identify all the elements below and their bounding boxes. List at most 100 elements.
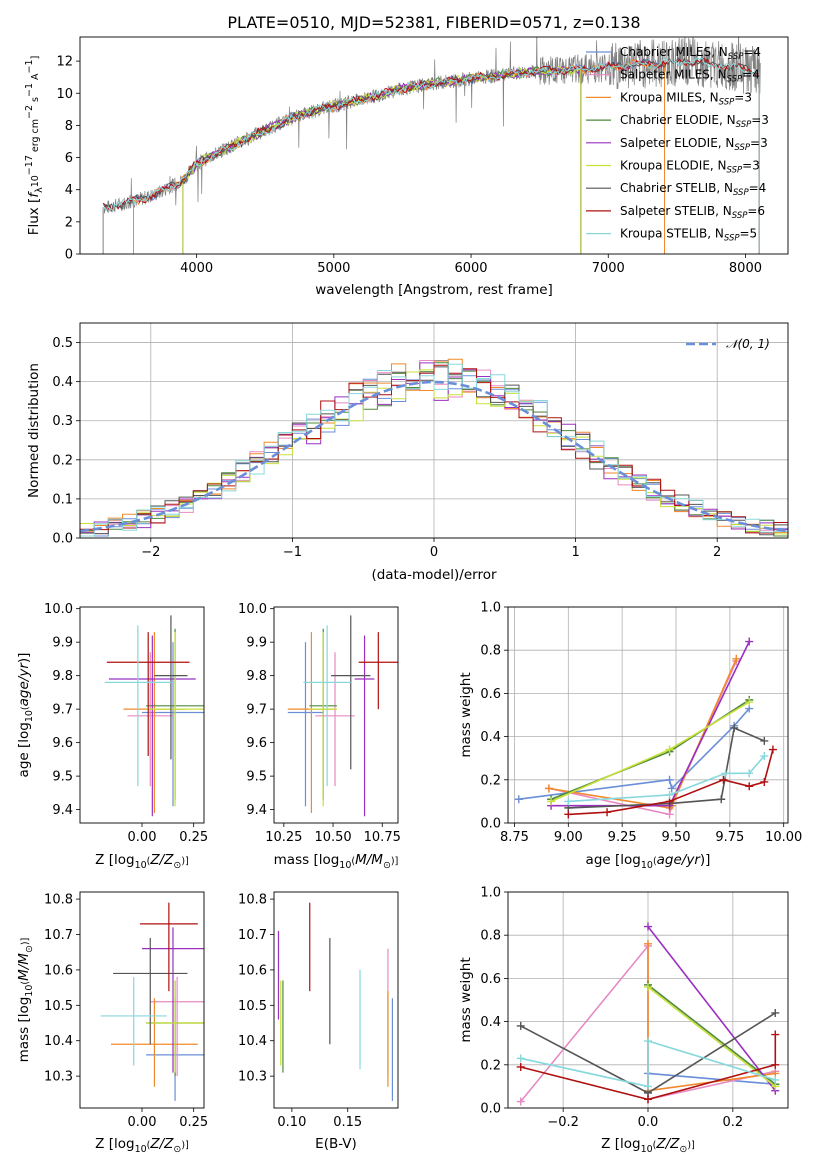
legend-label: Salpeter ELODIE, NSSP=3 (620, 136, 768, 153)
xlabel-part: Z/Z (655, 1136, 680, 1152)
mass-weight-marker (644, 983, 652, 992)
y-tick-label: 10.6 (44, 963, 73, 978)
mass-weight-marker (644, 1037, 652, 1046)
mass-weight-line (647, 986, 776, 1088)
x-tick-label: 0.10 (277, 1115, 306, 1130)
mass-weight-marker (732, 654, 741, 663)
y-tick-label: 2 (65, 215, 73, 230)
legend-sub: SSP (734, 143, 750, 153)
ylabel-part: Flux [ (26, 198, 42, 236)
legend-label: Kroupa ELODIE, NSSP=3 (620, 159, 760, 176)
ylabel-part: 10 (24, 710, 35, 722)
ylabel-part: −17 (24, 155, 35, 175)
legend-label: Chabrier ELODIE, NSSP=3 (620, 113, 769, 130)
xlabel-part: )] (181, 856, 188, 867)
y-tick-label: 4 (65, 183, 73, 198)
y-axis-label: age [log10(age/yr)] (16, 653, 35, 778)
mass-weight-marker (644, 1082, 652, 1091)
xlabel-part: ⊙ (679, 1144, 687, 1155)
xlabel-part: 10 (641, 860, 653, 871)
legend-sub: SSP (728, 52, 744, 62)
mass-weight-line (647, 984, 776, 1085)
y-tick-label: 10.4 (44, 1034, 73, 1049)
axes-age-vs-Z: 0.00 0.259.49.59.69.79.89.910.0Z [log10(Z… (16, 602, 208, 871)
xlabel-part: ( (653, 1140, 657, 1151)
legend-text: Chabrier STELIB, N (620, 181, 733, 195)
mass-weight-marker (721, 769, 730, 778)
mass-weight-line (550, 699, 750, 800)
legend-label: Salpeter MILES, NSSP=4 (620, 68, 760, 85)
legend-sub: SSP (727, 75, 743, 85)
axes-frame (273, 606, 399, 824)
x-tick-label: 1 (571, 545, 579, 560)
x-axis-label: Z [log10(Z/Z⊙)] (95, 852, 189, 871)
x-tick-label: 9.25 (608, 830, 637, 845)
mass-weight-marker (514, 795, 523, 804)
y-axis-label: Flux [fλ10−17 erg cm−2 s−1 A−1] (24, 56, 45, 236)
xlabel-part: age/yr (657, 852, 702, 868)
model-spectrum-line (182, 66, 580, 180)
legend-sub: SSP (719, 97, 735, 107)
y-tick-label: 9.4 (52, 803, 73, 818)
x-tick-label: 9.50 (662, 830, 691, 845)
legend-label: Salpeter STELIB, NSSP=6 (620, 204, 765, 221)
axes-mass-weight-vs-age: 8.75 9.00 9.25 9.50 9.75 10.00 0.0 0.2 0.4 0.6 0.8… (458, 601, 802, 872)
mass-weight-marker (516, 1021, 525, 1030)
xlabel-part: Z [log (601, 1136, 640, 1152)
y-tick-label: 0.0 (480, 817, 501, 832)
legend-n: =4 (742, 68, 760, 82)
legend-n: =5 (740, 227, 758, 241)
model-spectrum-line (102, 56, 759, 211)
mass-weight-marker (771, 1030, 780, 1039)
mass-weight-marker (516, 1062, 525, 1071)
legend-n: =3 (751, 113, 769, 127)
x-tick-label: 9.75 (715, 830, 744, 845)
y-tick-label: 10 (56, 87, 73, 102)
x-tick-label: 0.25 (179, 1115, 208, 1130)
mass-weight-marker (665, 775, 674, 784)
xlabel-part: ( (653, 856, 657, 867)
x-tick-label: 7000 (592, 261, 625, 276)
axes-spectrum: 4000 5000 6000 7000 8000 0 2 4 6 8 10 12 Chabrier MI… (24, 36, 789, 298)
ylabel-part: ⊙ (24, 945, 35, 953)
legend-n: =4 (749, 181, 767, 195)
y-tick-label: 9.4 (246, 803, 267, 818)
mass-weight-marker (516, 1097, 525, 1106)
y-tick-label: 10.3 (238, 1070, 267, 1085)
x-axis-label: Z [log10(Z/Z⊙)] (601, 1136, 695, 1155)
x-axis-label: (data-model)/error (371, 567, 497, 583)
x-axis-label: wavelength [Angstrom, rest frame] (315, 282, 553, 298)
x-tick-label: 0.00 (128, 830, 157, 845)
x-tick-label: 6000 (454, 261, 487, 276)
x-tick-label: 0.25 (179, 830, 208, 845)
legend-text: Kroupa STELIB, N (620, 227, 724, 241)
mass-weight-marker (544, 784, 553, 793)
ylabel-part: )] (16, 653, 32, 664)
x-tick-label: 2 (713, 545, 721, 560)
xlabel-part: )] (687, 1140, 694, 1151)
mass-weight-marker (768, 745, 777, 754)
y-tick-label: 0 (65, 248, 73, 263)
legend-sub: SSP (736, 120, 752, 130)
mass-weight-marker (644, 939, 652, 948)
mass-weight-line (647, 926, 776, 1092)
y-tick-label: 0.1 (52, 492, 73, 507)
ylabel-part: mass [log (16, 997, 32, 1063)
mass-weight-marker (745, 769, 754, 778)
model-spectrum-line (102, 56, 759, 211)
xlabel-part: ( (147, 1140, 151, 1151)
ylabel-part: −1 (24, 83, 35, 97)
y-tick-label: 0.0 (480, 1102, 501, 1117)
ylabel-part: ( (20, 706, 31, 710)
xlabel-part: )] (391, 856, 398, 867)
x-tick-label: 4000 (180, 261, 213, 276)
y-tick-label: 0.4 (480, 730, 501, 745)
mass-weight-marker (564, 797, 573, 806)
y-tick-label: 12 (56, 55, 73, 70)
xlabel-part: 10 (641, 1144, 653, 1155)
figure-title: PLATE=0510, MJD=52381, FIBERID=0571, z=0… (227, 13, 640, 32)
axes-frame (79, 36, 789, 255)
x-tick-label: −2 (141, 545, 160, 560)
mass-weight-marker (745, 782, 754, 791)
